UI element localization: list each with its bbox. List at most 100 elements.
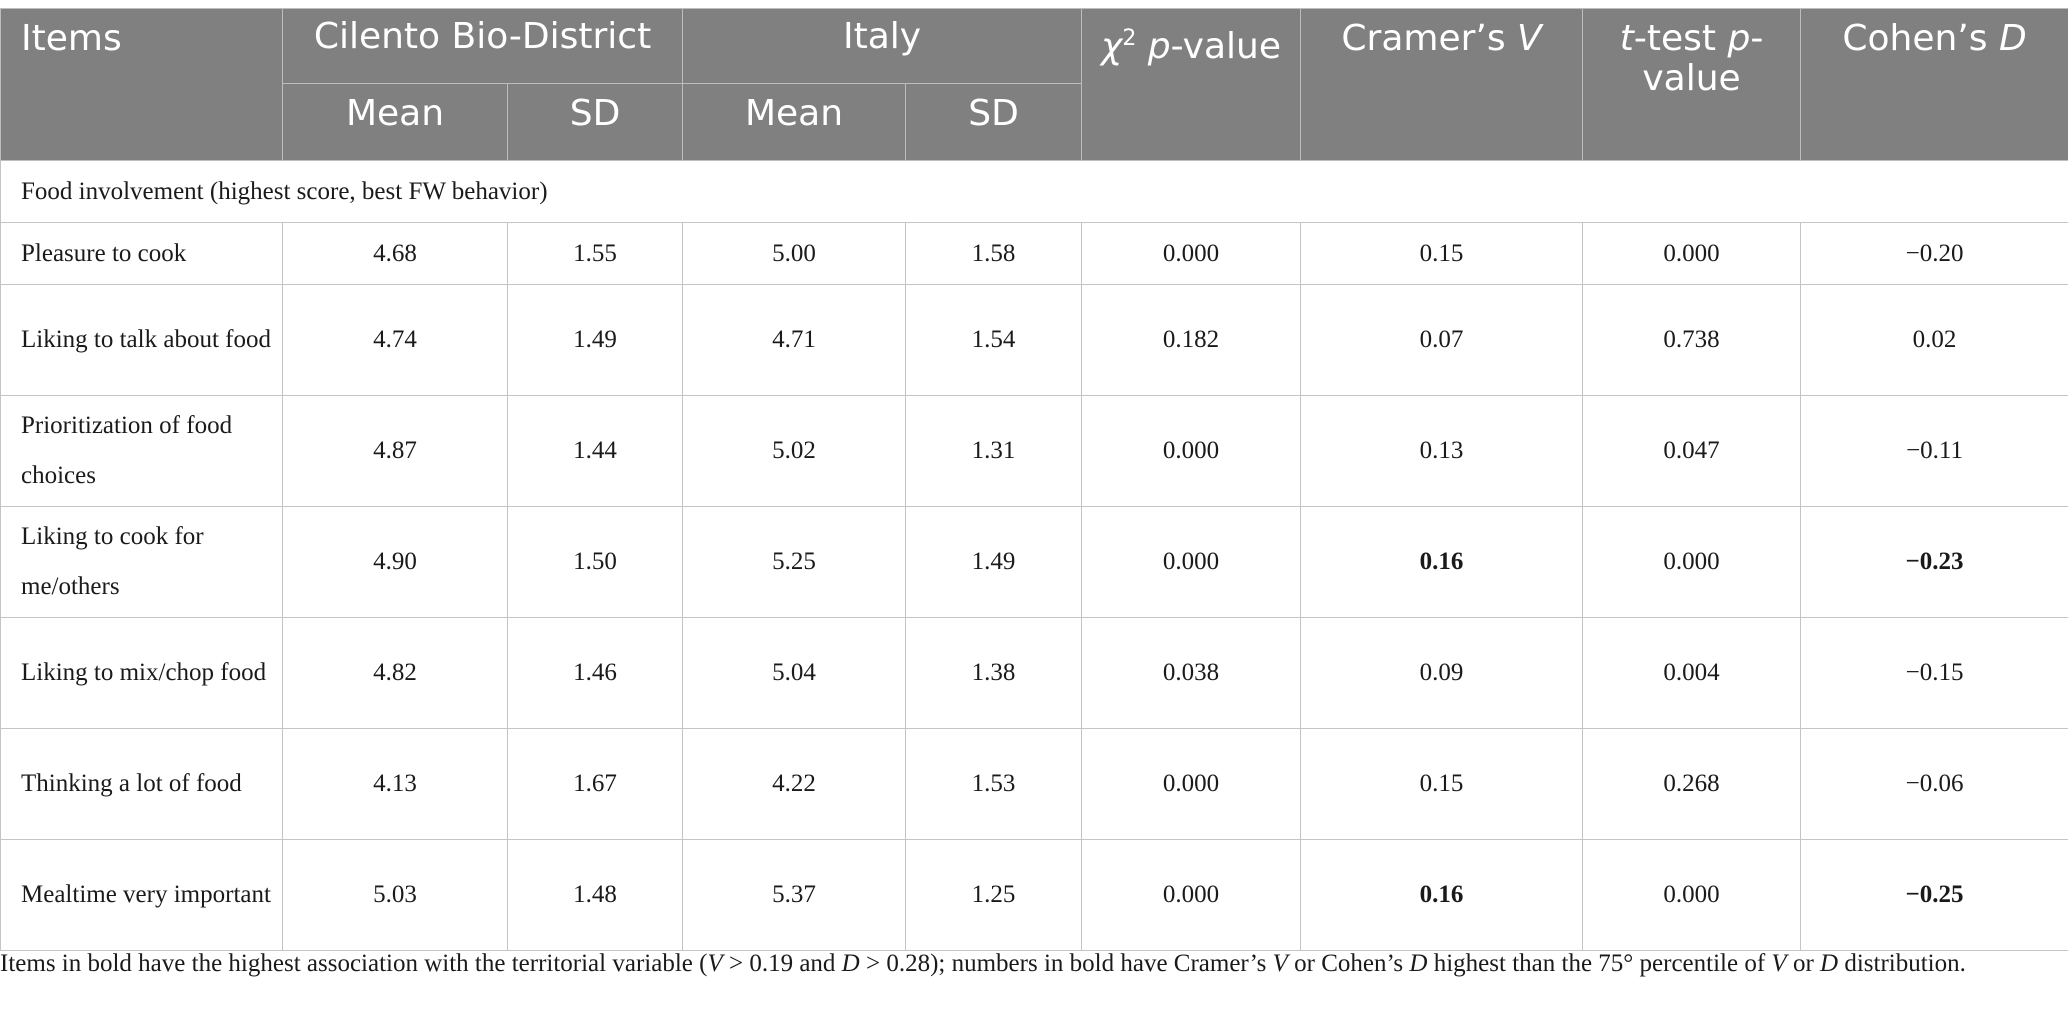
footnote-text: highest than the 75° percentile of: [1427, 950, 1772, 977]
header-italy: Italy: [682, 8, 1083, 84]
ttest-rest: -value: [1642, 18, 1764, 99]
cramer-text: Cramer’s: [1341, 18, 1518, 59]
table-container: Items Cilento Bio-District Italy χ2 p-va…: [0, 8, 2068, 951]
footnote-var: D: [841, 950, 860, 977]
cohen-text: Cohen’s: [1842, 18, 1999, 59]
cell-italy-sd: 1.54: [905, 284, 1083, 396]
footnote-var: V: [707, 950, 723, 977]
cell-chi-p-value: 0.000: [1081, 506, 1302, 618]
header-ttest: t-test p-value: [1582, 8, 1802, 161]
header-italy-sd: SD: [905, 83, 1083, 161]
table-row: Pleasure to cook 4.68 1.55 5.00 1.58 0.000 0.1…: [0, 222, 2068, 285]
row-item-label: Thinking a lot of food: [0, 728, 283, 840]
cell-italy-sd: 1.53: [905, 728, 1083, 840]
cell-cohen-d: 0.02: [1800, 284, 2068, 396]
cell-cohen-d: −0.15: [1800, 617, 2068, 729]
footnote-var: D: [1409, 950, 1428, 977]
row-item-label: Liking to talk about food: [0, 284, 283, 396]
cell-chi-p-value: 0.000: [1081, 728, 1302, 840]
cell-ttest-p-value: 0.000: [1582, 222, 1802, 285]
cell-chi-p-value: 0.182: [1081, 284, 1302, 396]
footnote-text: Items in bold have the highest associati…: [0, 950, 708, 977]
cell-cilento-mean: 4.90: [282, 506, 508, 618]
footnote-var: D: [1820, 950, 1839, 977]
chi-p-rest: -value: [1170, 26, 1282, 67]
cell-chi-p-value: 0.038: [1081, 617, 1302, 729]
header-cramer: Cramer’s V: [1300, 8, 1584, 161]
cell-cilento-sd: 1.44: [506, 395, 684, 507]
footnote-var: V: [1771, 950, 1787, 977]
cell-italy-sd: 1.58: [905, 222, 1083, 285]
row-item-label: Liking to mix/chop food: [0, 617, 283, 729]
ttest-var: t: [1619, 18, 1634, 59]
cell-cramer-v: 0.13: [1300, 395, 1584, 507]
ttest-text: -test: [1633, 18, 1728, 59]
cell-italy-mean: 4.22: [682, 728, 907, 840]
table-row: Liking to cook for me/others 4.90 1.50 5.25…: [0, 506, 2068, 618]
cell-cohen-d: −0.23: [1800, 506, 2068, 618]
table-row: Liking to mix/chop food 4.82 1.46 5.04 1.38 0…: [0, 617, 2068, 729]
cell-chi-p-value: 0.000: [1081, 839, 1302, 951]
footnote-text: > 0.28); numbers in bold have Cramer’s: [859, 950, 1273, 977]
footnote-text: > 0.19 and: [722, 950, 842, 977]
cell-ttest-p-value: 0.738: [1582, 284, 1802, 396]
cell-cohen-d: −0.11: [1800, 395, 2068, 507]
cell-italy-mean: 5.25: [682, 506, 907, 618]
cell-cilento-mean: 4.74: [282, 284, 508, 396]
cell-cramer-v: 0.15: [1300, 222, 1584, 285]
cell-italy-sd: 1.49: [905, 506, 1083, 618]
row-item-label: Pleasure to cook: [0, 222, 283, 285]
cell-italy-mean: 5.00: [682, 222, 907, 285]
cell-ttest-p-value: 0.000: [1582, 839, 1802, 951]
header-cilento-mean: Mean: [282, 83, 508, 161]
footnote-text: distribution.: [1838, 950, 1966, 977]
cell-cramer-v: 0.16: [1300, 506, 1584, 618]
cohen-var: D: [1998, 18, 2027, 59]
cell-italy-sd: 1.25: [905, 839, 1083, 951]
table-row: Thinking a lot of food 4.13 1.67 4.22 1.53 0.…: [0, 728, 2068, 840]
cell-cilento-sd: 1.48: [506, 839, 684, 951]
cell-cramer-v: 0.07: [1300, 284, 1584, 396]
cell-cohen-d: −0.06: [1800, 728, 2068, 840]
cell-italy-sd: 1.31: [905, 395, 1083, 507]
cell-cilento-mean: 4.13: [282, 728, 508, 840]
header-cilento: Cilento Bio-District: [281, 8, 684, 84]
chi-symbol: χ: [1101, 26, 1123, 67]
header-cilento-sd: SD: [506, 83, 684, 161]
cell-cilento-mean: 4.68: [282, 222, 508, 285]
cell-italy-mean: 5.37: [682, 839, 907, 951]
table-footnote: Items in bold have the highest associati…: [0, 945, 2040, 982]
header-items: Items: [0, 8, 283, 161]
cell-cilento-sd: 1.49: [506, 284, 684, 396]
cell-italy-mean: 4.71: [682, 284, 907, 396]
chi-superscript: 2: [1122, 26, 1137, 51]
section-row: Food involvement (highest score, best FW…: [0, 160, 2068, 223]
cell-italy-mean: 5.02: [682, 395, 907, 507]
row-item-label: Prioritization of food choices: [0, 395, 283, 507]
cell-italy-mean: 5.04: [682, 617, 907, 729]
header-chi-p: χ2 p-value: [1081, 8, 1302, 161]
cell-cramer-v: 0.09: [1300, 617, 1584, 729]
ttest-p: p: [1727, 18, 1751, 59]
cell-chi-p-value: 0.000: [1081, 395, 1302, 507]
cell-cilento-mean: 4.87: [282, 395, 508, 507]
results-table: Items Cilento Bio-District Italy χ2 p-va…: [0, 8, 2068, 951]
footnote-text: or Cohen’s: [1287, 950, 1410, 977]
cell-cilento-sd: 1.46: [506, 617, 684, 729]
cell-cilento-sd: 1.50: [506, 506, 684, 618]
section-label: Food involvement (highest score, best FW…: [0, 160, 2068, 223]
cell-cilento-mean: 5.03: [282, 839, 508, 951]
cell-cramer-v: 0.16: [1300, 839, 1584, 951]
cell-cohen-d: −0.25: [1800, 839, 2068, 951]
cell-cilento-sd: 1.67: [506, 728, 684, 840]
cell-ttest-p-value: 0.047: [1582, 395, 1802, 507]
table-body: Food involvement (highest score, best FW…: [0, 160, 2068, 951]
table-row: Prioritization of food choices 4.87 1.44 5.…: [0, 395, 2068, 507]
cell-italy-sd: 1.38: [905, 617, 1083, 729]
table-header: Items Cilento Bio-District Italy χ2 p-va…: [0, 8, 2068, 161]
header-cohen: Cohen’s D: [1800, 8, 2068, 161]
table-row: Mealtime very important 5.03 1.48 5.37 1.25 0…: [0, 839, 2068, 951]
row-item-label: Liking to cook for me/others: [0, 506, 283, 618]
chi-p-letter: p: [1147, 26, 1171, 67]
cell-ttest-p-value: 0.004: [1582, 617, 1802, 729]
